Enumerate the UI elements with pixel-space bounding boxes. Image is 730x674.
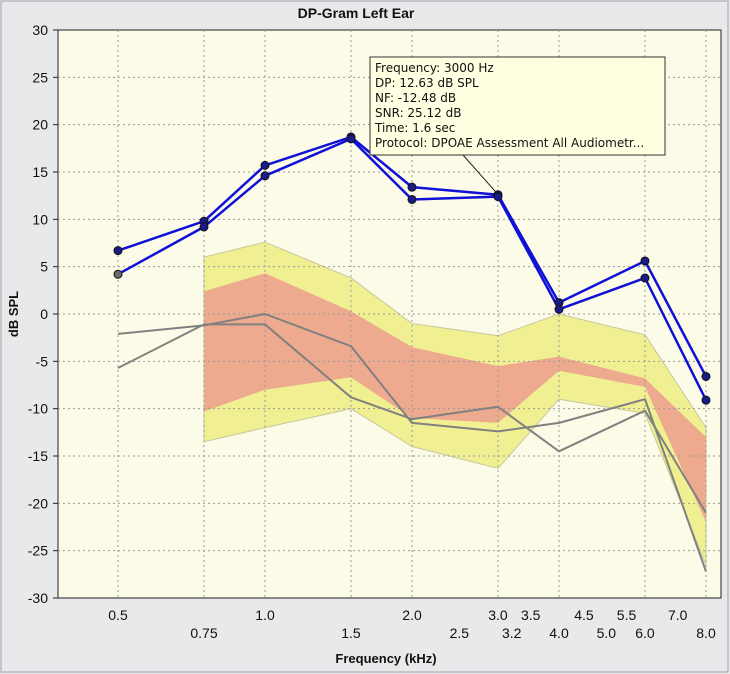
y-tick-label: -30 bbox=[28, 590, 48, 606]
tooltip-box bbox=[369, 56, 666, 156]
chart-title: DP-Gram Left Ear bbox=[298, 5, 415, 21]
tooltip-line: DP: 12.63 dB SPL bbox=[375, 76, 479, 90]
tooltip-pointer bbox=[462, 154, 499, 195]
y-tick-label: 25 bbox=[32, 69, 48, 85]
data-point bbox=[407, 194, 417, 204]
tooltip-line: Protocol: DPOAE Assessment All Audiometr… bbox=[375, 136, 644, 150]
x-tick-label: 8.0 bbox=[696, 625, 716, 641]
x-tick-label: 7.0 bbox=[668, 607, 688, 623]
norm-bands bbox=[203, 241, 707, 566]
x-tick-label: 1.5 bbox=[341, 625, 361, 641]
data-point bbox=[640, 273, 650, 283]
data-point bbox=[113, 246, 123, 256]
data-point bbox=[701, 371, 711, 381]
x-tick-label: 6.0 bbox=[635, 625, 655, 641]
y-tick-label: 20 bbox=[32, 117, 48, 133]
x-tick-labels: 0.5 1.0 2.0 3.0 3.5 4.5 5.5 7.0 0.75 1.5 2.5 3.2 4.0… bbox=[108, 607, 716, 641]
norm-band-inner bbox=[204, 273, 706, 523]
data-point bbox=[346, 134, 356, 144]
data-point bbox=[407, 182, 417, 192]
x-tick-label: 5.0 bbox=[597, 625, 617, 641]
x-tick-label: 3.0 bbox=[488, 607, 508, 623]
x-axis-label: Frequency (kHz) bbox=[335, 651, 436, 666]
x-tick-label: 0.75 bbox=[190, 625, 217, 641]
x-tick-label: 2.0 bbox=[402, 607, 422, 623]
y-tick-label: 5 bbox=[40, 259, 48, 275]
x-tick-label: 3.2 bbox=[502, 625, 522, 641]
x-tick-label: 1.0 bbox=[255, 607, 275, 623]
y-tick-labels: 30 25 20 15 10 5 0 -5 -10 -15 -20 -25 -30 bbox=[28, 22, 58, 606]
x-tick-label: 2.5 bbox=[450, 625, 470, 641]
noise-floor-line bbox=[117, 313, 707, 572]
y-tick-label: 10 bbox=[32, 211, 48, 227]
x-tick-label: 5.5 bbox=[617, 607, 637, 623]
tooltip-line: NF: -12.48 dB bbox=[375, 91, 456, 105]
data-point bbox=[701, 395, 711, 405]
data-point bbox=[260, 171, 270, 181]
y-tick-label: 15 bbox=[32, 164, 48, 180]
data-point bbox=[640, 256, 650, 266]
y-tick-label: 0 bbox=[40, 306, 48, 322]
data-point bbox=[199, 222, 209, 232]
data-point bbox=[493, 192, 503, 202]
data-series bbox=[113, 132, 711, 572]
y-tick-label: -10 bbox=[28, 401, 48, 417]
y-tick-label: -5 bbox=[36, 353, 49, 369]
data-point bbox=[113, 269, 123, 279]
y-tick-label: -15 bbox=[28, 448, 48, 464]
tooltip-line: Frequency: 3000 Hz bbox=[375, 61, 494, 75]
y-axis-label: dB SPL bbox=[6, 291, 21, 337]
x-tick-label: 4.5 bbox=[574, 607, 594, 623]
y-tick-label: -20 bbox=[28, 495, 48, 511]
y-tick-label: 30 bbox=[32, 22, 48, 38]
x-tick-label: 0.5 bbox=[108, 607, 128, 623]
noise-floor-line bbox=[117, 323, 707, 514]
data-point bbox=[260, 160, 270, 170]
x-tick-label: 3.5 bbox=[521, 607, 541, 623]
x-tick-label: 4.0 bbox=[549, 625, 569, 641]
y-tick-label: -25 bbox=[28, 543, 48, 559]
tooltip-line: SNR: 25.12 dB bbox=[375, 106, 461, 120]
data-point bbox=[554, 304, 564, 314]
tooltip-line: Time: 1.6 sec bbox=[374, 121, 455, 135]
